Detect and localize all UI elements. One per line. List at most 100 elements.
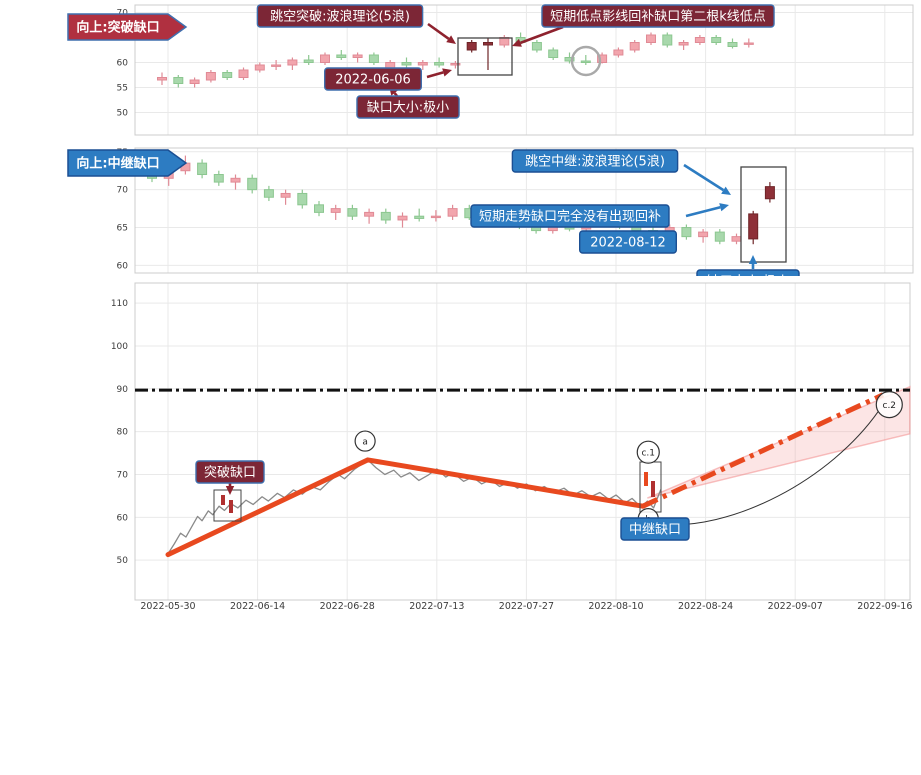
gap-mark [229, 500, 233, 513]
projection-line [641, 392, 885, 509]
candle-body [330, 208, 341, 213]
x-tick-label: 2022-06-28 [320, 601, 375, 612]
annotation-badge-gap-type: 跳空中继:波浪理论(5浪) [511, 149, 679, 173]
candle-body [222, 72, 233, 78]
y-tick-label: 60 [117, 59, 129, 69]
candle-body [764, 186, 775, 200]
gap-mark [651, 481, 655, 497]
candle-body [297, 192, 308, 206]
candle-body [197, 162, 208, 176]
candle-body [711, 37, 722, 43]
candle-body [727, 42, 738, 47]
candle-body [287, 59, 298, 66]
annotation-arrow [426, 71, 444, 79]
annotation-arrowhead [446, 35, 456, 44]
badge-text: 缺口大小:极小 [707, 275, 789, 277]
breakout-gap-chart: 70605550跳空突破:波浪理论(5浪)短期低点影线回补缺口第二根k线低点20… [67, 4, 914, 136]
annotation-badge-gap-size: 缺口大小:极小 [356, 95, 460, 119]
candle-body [714, 231, 725, 242]
x-tick-label: 2022-09-16 [857, 601, 912, 612]
badge-text: 跳空中继:波浪理论(5浪) [525, 155, 665, 170]
x-tick-label: 2022-05-30 [140, 601, 195, 612]
x-tick-label: 2022-09-07 [768, 601, 823, 612]
annotation-arrowhead [721, 186, 731, 195]
candle-body [447, 208, 458, 217]
trend-line [165, 457, 646, 558]
annotation-badge-gap-date: 2022-08-12 [579, 230, 678, 254]
candle-body [173, 77, 184, 84]
candle-body [483, 42, 493, 46]
candle-body [694, 37, 705, 43]
candle-body [189, 79, 200, 84]
badge-bg [511, 149, 679, 173]
annotation-arrowhead [719, 203, 729, 212]
candle-body [417, 62, 428, 66]
candle-body [364, 211, 375, 217]
flag-arrow-shape [67, 13, 188, 41]
candle-body [466, 42, 477, 51]
x-tick-label: 2022-07-27 [499, 601, 554, 612]
annotation-arrow [685, 205, 721, 218]
flag-arrow-shape [67, 149, 188, 177]
candle-body [629, 42, 640, 51]
x-tick-label: 2022-08-10 [588, 601, 643, 612]
y-tick-label: 60 [117, 261, 129, 271]
candle-body [205, 72, 216, 81]
badge-bg [195, 460, 265, 484]
flag-text: 向上:中继缺口 [76, 156, 159, 172]
continuation-gap-chart: 75706560跳空中继:波浪理论(5浪)短期走势缺口完全没有出现回补2022-… [67, 147, 914, 277]
annotation-badge-breakout-gap-label: 突破缺口 [195, 460, 265, 484]
annotation-badge-continuation-gap-label: 中继缺口 [620, 517, 690, 541]
y-tick-label: 80 [117, 428, 129, 438]
wave-marker-c.2: c.2 [875, 391, 903, 419]
badge-bg [541, 4, 775, 28]
y-tick-label: 50 [117, 556, 129, 566]
candle-body [213, 174, 224, 183]
x-tick-label: 2022-07-13 [409, 601, 464, 612]
candle-body [336, 54, 347, 58]
candle-body [748, 213, 759, 240]
annotation-arrow [519, 25, 564, 45]
badge-text: 突破缺口 [204, 465, 256, 481]
candle-body [314, 204, 324, 213]
badge-text: 2022-06-06 [335, 73, 411, 88]
candle-body [320, 54, 330, 63]
flag-text: 向上:突破缺口 [76, 20, 159, 36]
candle-body [397, 215, 408, 221]
candle-body [368, 54, 379, 63]
gap-mark [644, 472, 648, 486]
candle-body [450, 63, 461, 66]
candles [147, 155, 775, 245]
y-tick-label: 55 [117, 84, 128, 94]
marker-circle [636, 440, 660, 464]
annotation-badge-gap-size: 缺口大小:极小 [696, 269, 800, 277]
annotation-arrowhead [512, 38, 522, 47]
badge-bg [620, 517, 690, 541]
plot-border [134, 4, 914, 136]
continuation-direction-flag: 向上:中继缺口 [67, 149, 188, 177]
plot-border [134, 147, 914, 274]
wave-marker-a: a [354, 430, 376, 452]
annotation-badge-gap-date: 2022-06-06 [324, 67, 423, 91]
candle-body [401, 62, 412, 66]
candle-body [646, 34, 656, 43]
annotation-badge-gap-note: 短期低点影线回补缺口第二根k线低点 [541, 4, 775, 28]
candle-body [230, 177, 241, 183]
annotation-arrowhead [225, 486, 235, 495]
annotation-badge-gap-note: 短期走势缺口完全没有出现回补 [470, 204, 670, 228]
candle-body [564, 57, 575, 62]
badge-bg [356, 95, 460, 119]
gap-highlight-box [740, 166, 787, 263]
annotation-arrowhead [748, 255, 758, 264]
candle-body [430, 215, 441, 219]
badge-bg [256, 4, 424, 28]
marker-label: c.1 [641, 448, 655, 458]
badge-bg [324, 67, 423, 91]
candle-body [347, 208, 358, 217]
badge-text: 短期低点影线回补缺口第二根k线低点 [550, 10, 766, 25]
candle-body [597, 54, 608, 63]
candle-body [662, 34, 673, 46]
badge-bg [470, 204, 670, 228]
candle-body [731, 236, 742, 242]
